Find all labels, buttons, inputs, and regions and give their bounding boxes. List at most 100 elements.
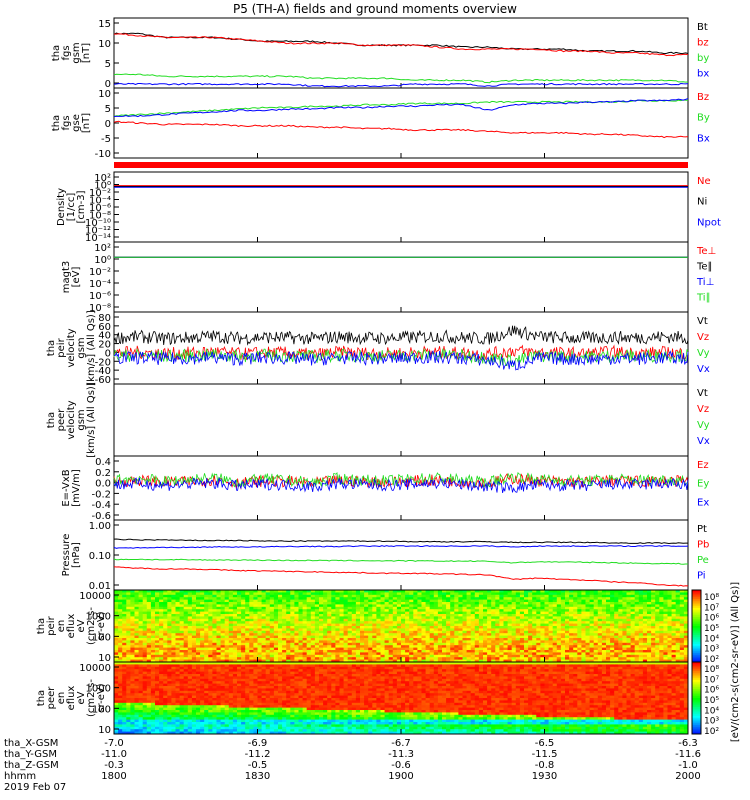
heatmap-cell bbox=[294, 630, 299, 634]
heatmap-cell bbox=[552, 647, 558, 651]
heatmap-cell bbox=[347, 621, 353, 624]
heatmap-cell bbox=[667, 611, 672, 615]
heatmap-cell bbox=[675, 599, 681, 603]
heatmap-cell bbox=[261, 638, 267, 641]
heatmap-cell bbox=[405, 640, 410, 644]
heatmap-cell bbox=[511, 623, 517, 627]
heatmap-cell bbox=[167, 664, 172, 668]
heatmap-cell bbox=[187, 604, 193, 608]
heatmap-cell bbox=[544, 650, 549, 653]
heatmap-cell bbox=[396, 614, 402, 617]
heatmap-cell bbox=[392, 604, 398, 608]
heatmap-cell bbox=[331, 602, 336, 605]
heatmap-cell bbox=[343, 590, 349, 593]
heatmap-cell bbox=[618, 638, 623, 641]
heatmap-cell bbox=[183, 719, 189, 723]
heatmap-cell bbox=[372, 659, 377, 663]
heatmap-cell bbox=[511, 628, 517, 632]
heatmap-cell bbox=[532, 590, 537, 593]
heatmap-cell bbox=[249, 606, 254, 610]
heatmap-cell bbox=[540, 650, 545, 653]
heatmap-cell bbox=[282, 626, 287, 629]
heatmap-cell bbox=[286, 645, 291, 648]
heatmap-cell bbox=[138, 633, 144, 636]
heatmap-cell bbox=[302, 590, 308, 593]
heatmap-cell bbox=[347, 590, 353, 593]
heatmap-cell bbox=[556, 645, 562, 648]
heatmap-cell bbox=[667, 616, 672, 620]
heatmap-cell bbox=[237, 650, 242, 653]
heatmap-cell bbox=[253, 640, 258, 644]
heatmap-cell bbox=[232, 621, 238, 624]
heatmap-cell bbox=[433, 614, 439, 617]
heatmap-cell bbox=[118, 594, 123, 598]
heatmap-cell bbox=[204, 594, 209, 598]
y-axis-label: magt3 bbox=[61, 261, 72, 294]
heatmap-cell bbox=[282, 659, 287, 663]
series-line-Bt bbox=[113, 32, 689, 55]
heatmap-cell bbox=[536, 609, 541, 612]
heatmap-cell bbox=[593, 626, 599, 629]
heatmap-cell bbox=[671, 606, 677, 610]
heatmap-cell bbox=[466, 626, 472, 629]
heatmap-cell bbox=[196, 650, 201, 653]
heatmap-cell bbox=[376, 640, 381, 644]
heatmap-cell bbox=[278, 611, 283, 615]
heatmap-cell bbox=[183, 666, 189, 670]
heatmap-cell bbox=[421, 645, 426, 648]
heatmap-cell bbox=[589, 652, 595, 656]
heatmap-cell bbox=[437, 609, 443, 612]
heatmap-cell bbox=[232, 604, 238, 608]
heatmap-cell bbox=[220, 606, 226, 610]
heatmap-cell bbox=[228, 611, 234, 615]
heatmap-cell bbox=[237, 638, 242, 641]
heatmap-cell bbox=[179, 594, 185, 598]
heatmap-cell bbox=[122, 594, 127, 598]
heatmap-cell bbox=[429, 633, 435, 636]
heatmap-cell bbox=[528, 611, 533, 615]
y-axis-label: gse bbox=[71, 114, 82, 132]
heatmap-cell bbox=[667, 652, 672, 656]
heatmap-cell bbox=[454, 606, 459, 610]
heatmap-cell bbox=[282, 635, 287, 639]
heatmap-cell bbox=[528, 659, 533, 663]
heatmap-cell bbox=[126, 664, 131, 668]
heatmap-cell bbox=[269, 606, 275, 610]
heatmap-cell bbox=[417, 594, 422, 598]
heatmap-cell bbox=[597, 594, 603, 598]
heatmap-cell bbox=[142, 623, 148, 627]
heatmap-cell bbox=[212, 602, 217, 605]
heatmap-cell bbox=[163, 597, 168, 600]
heatmap-cell bbox=[585, 657, 590, 660]
heatmap-cell bbox=[528, 657, 533, 660]
heatmap-cell bbox=[655, 594, 660, 598]
heatmap-cell bbox=[450, 618, 455, 622]
heatmap-cell bbox=[388, 594, 394, 598]
heatmap-cell bbox=[212, 642, 217, 646]
heatmap-cell bbox=[585, 599, 590, 603]
heatmap-cell bbox=[573, 638, 578, 641]
heatmap-cell bbox=[183, 726, 189, 730]
heatmap-cell bbox=[306, 630, 312, 634]
heatmap-cell bbox=[442, 590, 447, 593]
heatmap-cell bbox=[376, 599, 381, 603]
heatmap-cell bbox=[519, 590, 525, 593]
heatmap-cell bbox=[282, 621, 287, 624]
heatmap-cell bbox=[466, 647, 472, 651]
heatmap-cell bbox=[491, 594, 496, 598]
heatmap-cell bbox=[417, 628, 422, 632]
heatmap-cell bbox=[663, 645, 668, 648]
heatmap-cell bbox=[556, 640, 562, 644]
heatmap-cell bbox=[142, 700, 148, 704]
heatmap-cell bbox=[519, 647, 525, 651]
heatmap-cell bbox=[122, 714, 127, 718]
heatmap-cell bbox=[167, 654, 172, 658]
heatmap-cell bbox=[175, 642, 180, 646]
heatmap-cell bbox=[261, 659, 267, 663]
heatmap-cell bbox=[552, 642, 558, 646]
heatmap-cell bbox=[331, 623, 336, 627]
heatmap-cell bbox=[405, 599, 410, 603]
heatmap-cell bbox=[122, 664, 127, 668]
heatmap-cell bbox=[671, 642, 677, 646]
heatmap-cell bbox=[298, 652, 303, 656]
